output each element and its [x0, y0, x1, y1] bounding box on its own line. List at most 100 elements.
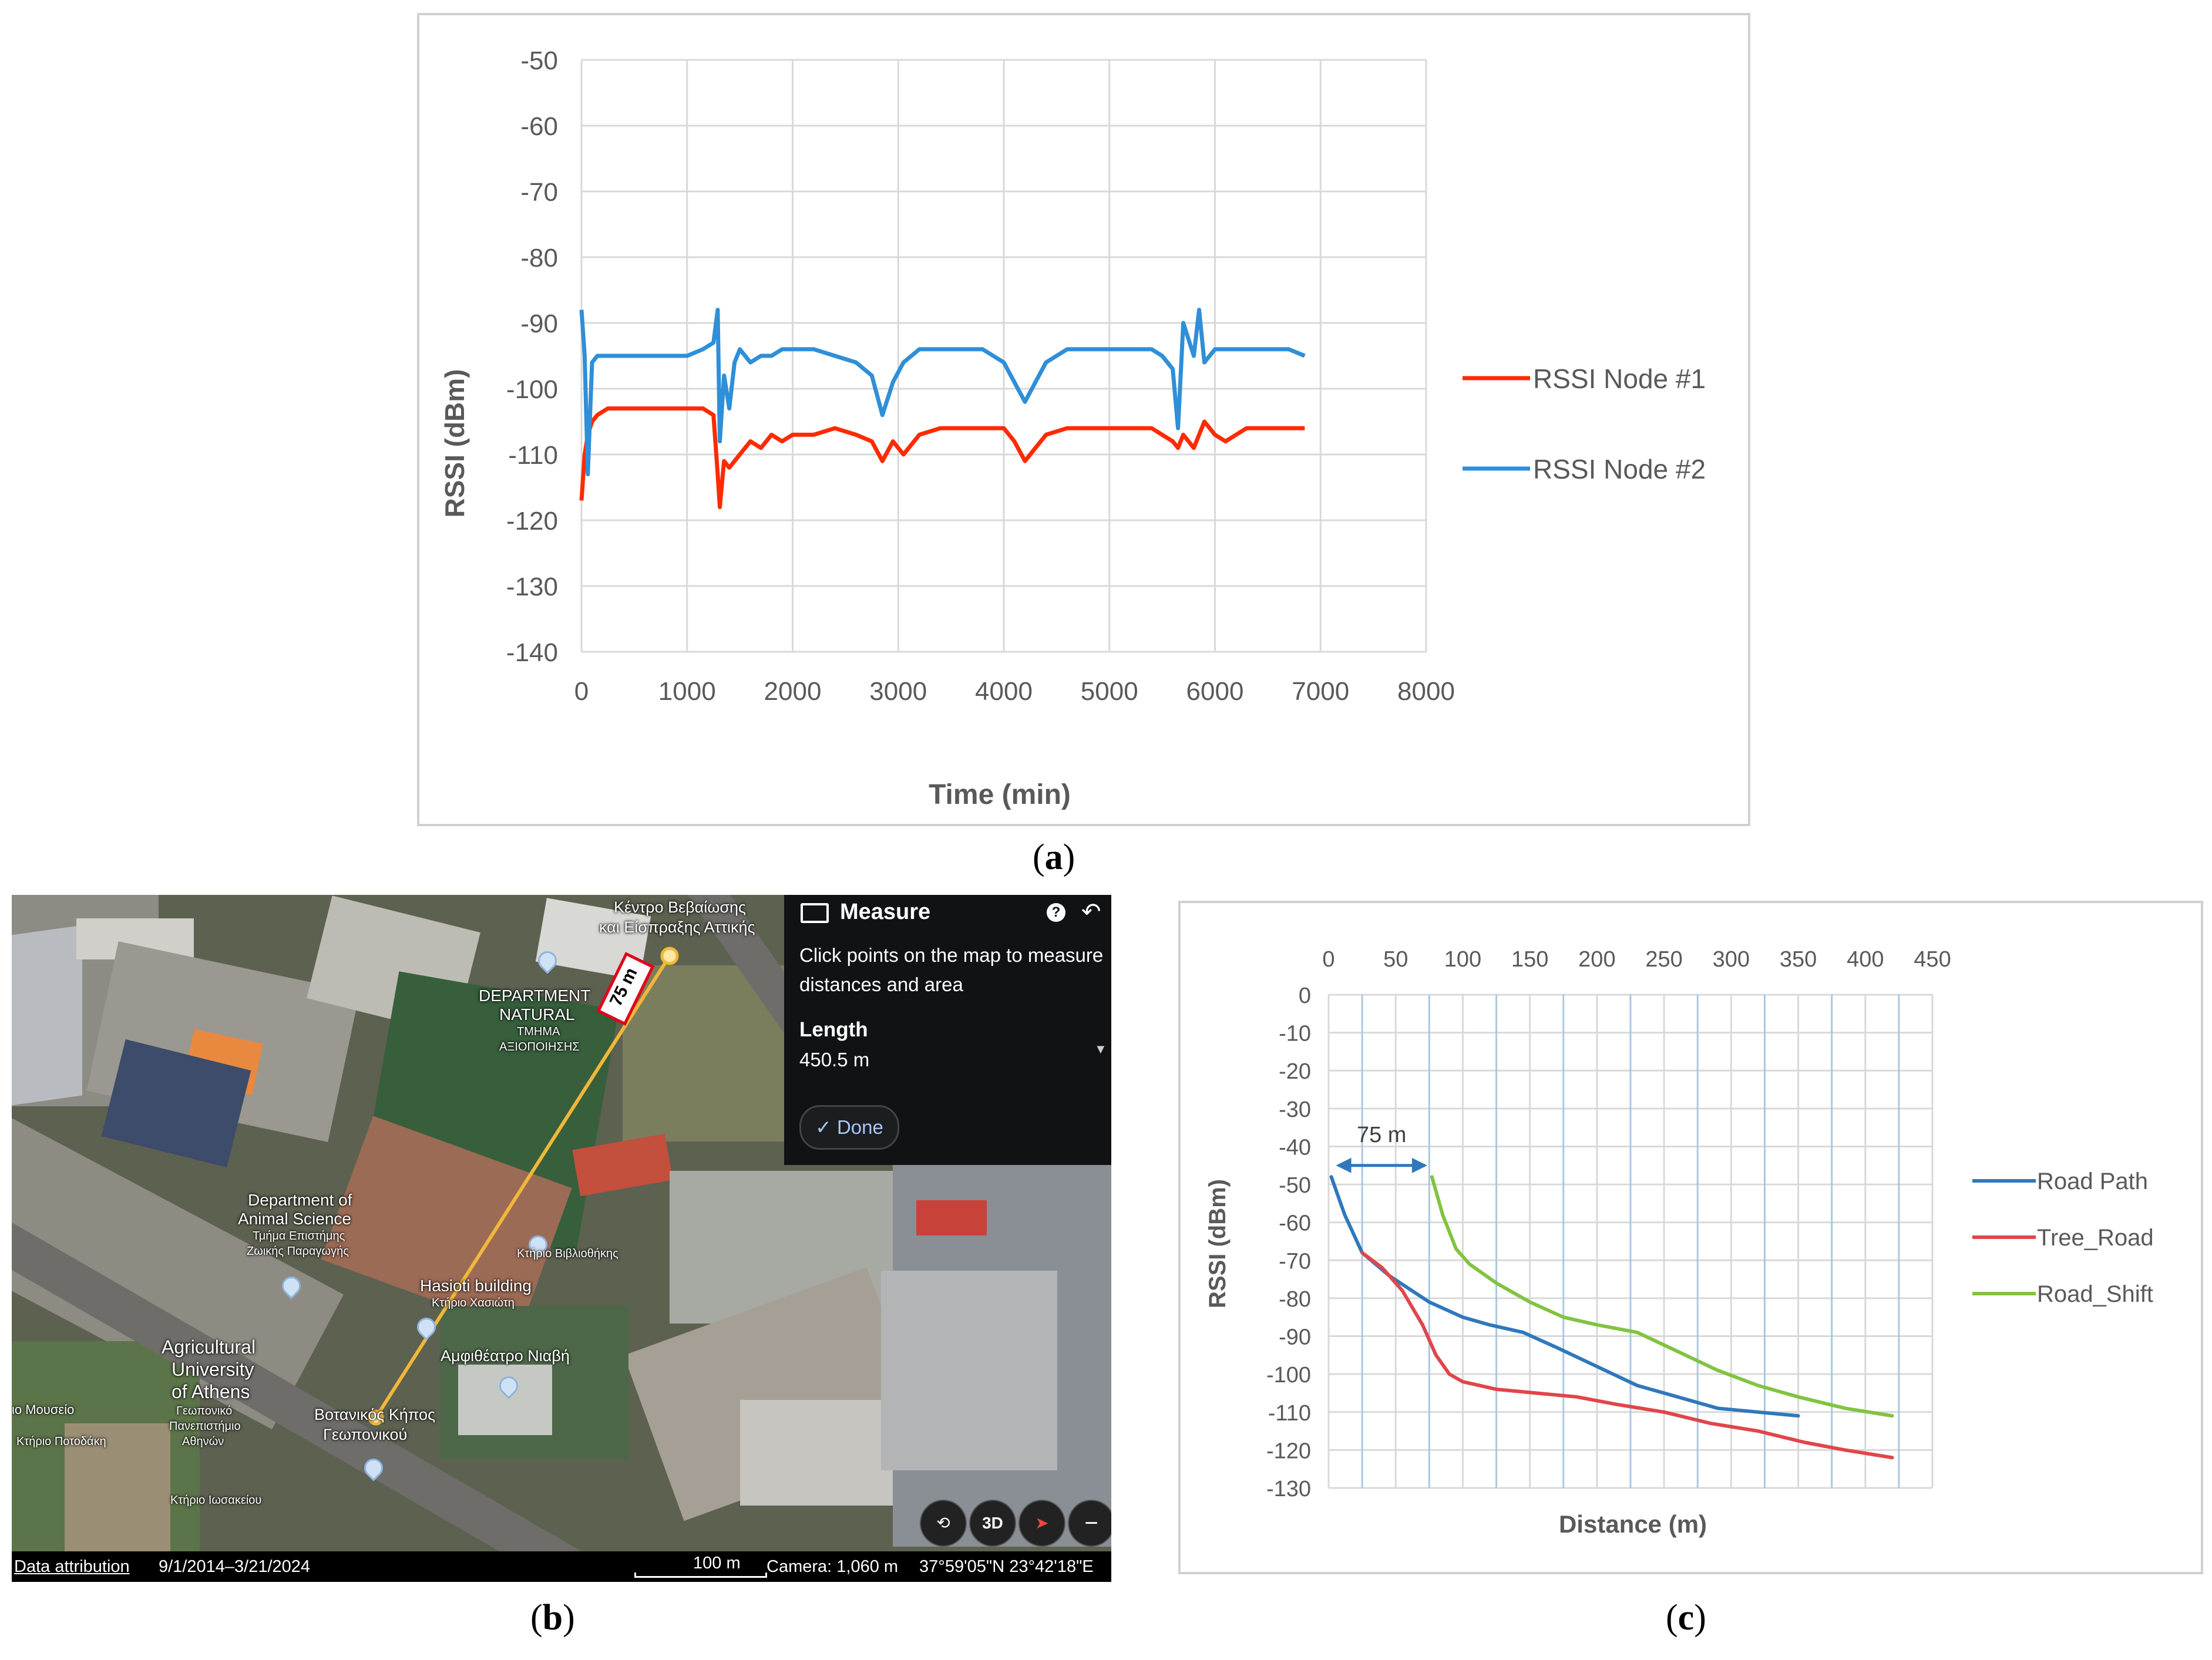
caption-b-letter: b [542, 1598, 563, 1638]
chart-c-y-tick-label: -120 [1266, 1439, 1311, 1463]
caption-c-letter: c [1678, 1598, 1695, 1638]
caption-c: (c) [1666, 1598, 1706, 1638]
compass-icon[interactable]: ➤ [1018, 1500, 1065, 1547]
map-view[interactable]: 75 m Κέντρο Βεβαίωσης και Είσπραξης Αττι… [12, 895, 1111, 1582]
chart-c-y-tick-label: -110 [1268, 1401, 1311, 1426]
chart-c-x-tick-label: 150 [1511, 947, 1548, 972]
chart-a-series-line-2 [579, 308, 1306, 477]
chart-c-y-tick-label: -70 [1279, 1249, 1311, 1274]
measure-description: Click points on the map to measure dista… [799, 944, 1104, 995]
chart-a-x-tick-label: 2000 [764, 677, 822, 706]
chart-a-y-axis-title: RSSI (dBm) [439, 369, 470, 518]
chart-a-x-tick-label: 1000 [658, 677, 716, 706]
rotate-icon[interactable]: ⟲ [920, 1500, 967, 1547]
chart-c-y-tick-label: -80 [1279, 1287, 1311, 1312]
coordinates: 37°59'05"N 23°42'18"E [919, 1557, 1094, 1576]
chart-c-series-line-2 [1360, 1251, 1894, 1460]
chart-c-y-axis-title: RSSI (dBm) [1205, 1179, 1231, 1308]
measure-title: Measure [840, 900, 931, 924]
chart-c-y-tick-label: -30 [1279, 1097, 1311, 1122]
ruler-icon [801, 903, 829, 923]
chart-a-x-axis-title: Time (min) [929, 779, 1071, 810]
chart-a-y-tick-label: -120 [506, 507, 558, 536]
chart-c-x-tick-label: 100 [1444, 947, 1481, 972]
length-label: Length [799, 1018, 868, 1041]
chart-c-x-tick-label: 300 [1713, 947, 1750, 972]
chart-c-y-tick-label: -50 [1279, 1173, 1311, 1198]
terrain-block [740, 1400, 893, 1506]
map-label: NATURAL [499, 1005, 575, 1023]
chart-a-y-tick-label: -130 [506, 573, 558, 601]
chart-c-x-tick-label: 50 [1383, 947, 1408, 972]
map-label: ΑΞΙΟΠΟΙΗΣΗΣ [499, 1041, 580, 1053]
3d-toggle-button[interactable]: 3D [969, 1500, 1016, 1547]
map-label: University [172, 1359, 254, 1380]
map-status-bar: Data attribution 9/1/2014–3/21/2024 100 … [12, 1551, 1111, 1582]
chart-a-x-tick-label: 0 [574, 677, 589, 706]
chart-a-y-tick-label: -50 [520, 46, 558, 75]
chart-c-y-tick-label: -60 [1279, 1211, 1311, 1236]
map-label: Κτήριο Βιβλιοθήκης [517, 1247, 618, 1260]
zoom-out-button[interactable]: − [1068, 1500, 1111, 1547]
chart-c-y-tick-label: -100 [1266, 1363, 1311, 1388]
chart-a-x-tick-label: 5000 [1081, 677, 1138, 706]
map-label: of Athens [172, 1381, 250, 1402]
chart-c-x-tick-label: 400 [1847, 947, 1884, 972]
chart-c-series-line-3 [1430, 1175, 1894, 1418]
chart-c-x-tick-label: 0 [1322, 947, 1334, 972]
map-label: Hasioti building [420, 1277, 532, 1295]
map-label: Γεωπονικό [176, 1405, 233, 1417]
chart-c-x-tick-label: 450 [1914, 947, 1951, 972]
chart-c-y-tick-label: -90 [1279, 1325, 1311, 1350]
chart-c-annotation-arrowhead [1411, 1157, 1427, 1173]
chart-c-legend-label: Road_Shift [2037, 1281, 2153, 1307]
map-label: Κτήριο Χασιώτη [432, 1297, 515, 1309]
scale-label: 100 m [693, 1554, 741, 1573]
chart-c-y-tick-label: -20 [1279, 1059, 1311, 1084]
map-label: Agricultural [162, 1336, 256, 1358]
chart-a-y-tick-label: -80 [520, 244, 558, 272]
length-value: 450.5 m [799, 1049, 870, 1070]
chart-c-x-tick-label: 250 [1645, 947, 1682, 972]
measure-path [368, 947, 679, 1426]
chart-c-legend-label: Tree_Road [2037, 1225, 2154, 1251]
map-label: Αθηνών [182, 1435, 224, 1448]
chart-a-x-tick-label: 4000 [975, 677, 1033, 706]
terrain-block [881, 1271, 1057, 1470]
rssi-time-chart: -50 -60 -70 -80 -90 -100 -110 -120 -130 -140 0 100… [417, 13, 1750, 826]
camera-altitude: Camera: 1,060 m [767, 1557, 899, 1576]
map-label: Animal Science [238, 1210, 351, 1228]
rssi-distance-chart: 75 m 0 -10 -20 -30 -40 -50 -60 -70 -80 -90 -100 -11… [1178, 901, 2203, 1574]
chart-a-series-line-1 [579, 406, 1305, 510]
chart-a-frame [417, 13, 1750, 826]
chart-c-legend-label: Road Path [2037, 1169, 2148, 1194]
map-label: Τμήμα Επιστήμης [253, 1230, 345, 1243]
map-label: Ζωικής Παραγωγής [247, 1245, 349, 1258]
terrain-block [916, 1200, 987, 1235]
done-button[interactable]: ✓ Done [799, 1105, 899, 1150]
chart-c-x-tick-label: 200 [1578, 947, 1615, 972]
map-label: Κέντρο Βεβαίωσης [614, 898, 747, 916]
chart-a-x-tick-label: 3000 [869, 677, 927, 706]
chart-c-y-tick-label: 0 [1299, 984, 1311, 1008]
imagery-dates: 9/1/2014–3/21/2024 [159, 1557, 311, 1576]
chart-c-y-tick-label: -10 [1279, 1022, 1311, 1046]
data-attribution-link[interactable]: Data attribution [14, 1557, 130, 1576]
chart-c-y-tick-label: -40 [1279, 1135, 1311, 1160]
undo-icon[interactable]: ↶ [1081, 899, 1101, 925]
measure-panel: Measure ? ↶ Click points on the map to m… [784, 895, 1111, 1165]
scale-bar [634, 1573, 767, 1578]
chevron-down-icon[interactable]: ▼ [1094, 1042, 1107, 1056]
map-label: Αμφιθέατρο Νιαβή [441, 1347, 570, 1365]
map-label: DEPARTMENT [479, 986, 591, 1005]
chart-a-legend-label: RSSI Node #1 [1533, 363, 1706, 394]
chart-a-x-tick-label: 7000 [1292, 677, 1349, 706]
chart-c-annotation-arrowhead [1336, 1157, 1352, 1173]
map-label: Βοτανικός Κήπος [314, 1406, 436, 1423]
chart-a-y-tick-label: -110 [508, 441, 558, 470]
chart-a-y-tick-label: -60 [520, 112, 558, 141]
map-label: ΤΜΗΜΑ [517, 1025, 560, 1038]
chart-c-annotation-label: 75 m [1357, 1123, 1406, 1147]
chart-a-x-tick-label: 6000 [1186, 677, 1244, 706]
help-icon[interactable]: ? [1047, 903, 1065, 922]
